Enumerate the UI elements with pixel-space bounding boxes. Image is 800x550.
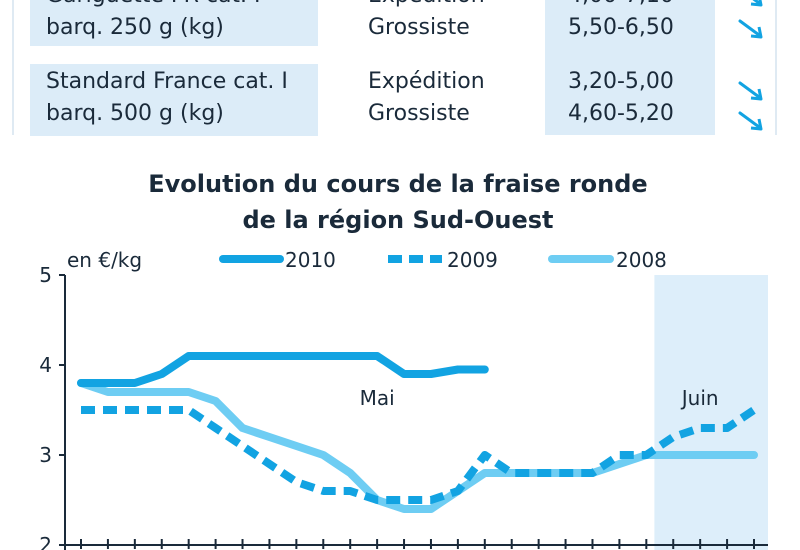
market-type: Expédition Grossiste xyxy=(368,66,485,130)
product-name: Standard France cat. I barq. 500 g (kg) xyxy=(46,66,288,130)
legend-label-2009: 2009 xyxy=(447,248,498,272)
month-label-mai: Mai xyxy=(360,386,395,410)
month-labels: Mai Juin xyxy=(360,386,719,410)
legend-label-2008: 2008 xyxy=(616,248,667,272)
chart-subtitle: de la région Sud-Ouest xyxy=(242,206,553,234)
price-chart: Evolution du cours de la fraise ronde de… xyxy=(10,160,790,550)
product-packaging-line: barq. 250 g (kg) xyxy=(46,15,224,40)
product-name-line: Standard France cat. I xyxy=(46,69,288,94)
series-line-2009 xyxy=(81,406,757,504)
legend: 2010 2009 2008 xyxy=(219,248,667,272)
market-grossiste: Grossiste xyxy=(368,15,470,40)
market-type: Expédition Grossiste xyxy=(368,0,485,44)
series-line-2010 xyxy=(77,352,489,387)
trend-down-arrow-icon xyxy=(738,81,763,101)
table-row: Gariguette FR cat. I barq. 250 g (kg) Ex… xyxy=(0,0,800,46)
trend-down-arrow-icon xyxy=(750,0,763,7)
month-label-juin: Juin xyxy=(680,386,719,410)
price-table: Gariguette FR cat. I barq. 250 g (kg) Ex… xyxy=(0,0,800,136)
price-expedition: 3,20-5,00 xyxy=(568,69,674,94)
price-range: 4,00-7,10 5,50-6,50 xyxy=(568,0,674,44)
price-grossiste: 4,60-5,20 xyxy=(568,101,674,126)
table-row: Standard France cat. I barq. 500 g (kg) … xyxy=(0,64,800,136)
product-name-line: Gariguette FR cat. I xyxy=(46,0,261,12)
y-axis-unit-label: en €/kg xyxy=(67,248,142,272)
market-expedition: Expédition xyxy=(368,69,485,94)
y-tick-label: 2 xyxy=(39,533,52,550)
price-grossiste: 5,50-6,50 xyxy=(568,15,674,40)
market-grossiste: Grossiste xyxy=(368,101,470,126)
series-line-2008 xyxy=(77,379,758,513)
y-tick-label: 3 xyxy=(39,443,52,467)
product-cell-background xyxy=(30,0,318,46)
product-name: Gariguette FR cat. I barq. 250 g (kg) xyxy=(46,0,261,44)
y-tick-label: 4 xyxy=(39,353,52,377)
product-cell-background xyxy=(30,64,318,136)
trend-down-arrow-icon xyxy=(738,111,763,131)
table-left-border xyxy=(12,0,14,135)
trend-down-arrow-icon xyxy=(738,19,763,39)
legend-label-2010: 2010 xyxy=(285,248,336,272)
table-right-border xyxy=(775,0,777,135)
price-column-background xyxy=(545,0,715,135)
chart-series xyxy=(77,352,758,513)
y-tick-label: 5 xyxy=(39,263,52,287)
price-expedition: 4,00-7,10 xyxy=(568,0,674,12)
product-packaging-line: barq. 500 g (kg) xyxy=(46,101,224,126)
chart-axes: 2 3 4 5 xyxy=(39,263,768,550)
price-range: 3,20-5,00 4,60-5,20 xyxy=(568,66,674,130)
chart-canvas: Evolution du cours de la fraise ronde de… xyxy=(39,170,768,550)
chart-title: Evolution du cours de la fraise ronde xyxy=(148,170,647,198)
market-expedition: Expédition xyxy=(368,0,485,12)
